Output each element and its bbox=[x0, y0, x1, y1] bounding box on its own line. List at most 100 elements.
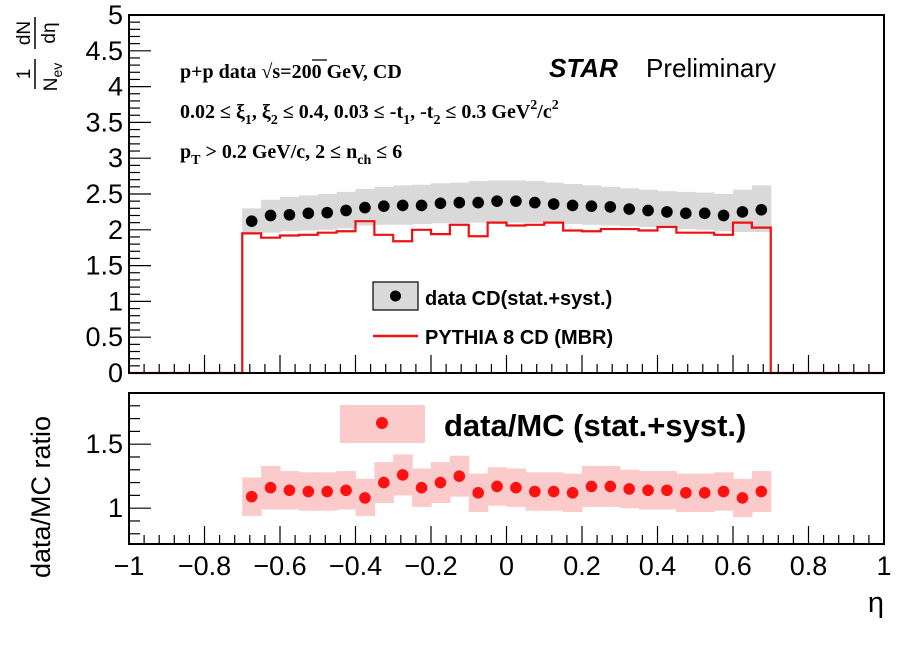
data-point bbox=[396, 199, 409, 212]
y-tick-label: 3 bbox=[108, 143, 123, 173]
data-point bbox=[245, 215, 258, 228]
ratio-point bbox=[245, 490, 258, 503]
ratio-point bbox=[585, 480, 598, 493]
preliminary-label: Preliminary bbox=[646, 53, 776, 83]
bottom-y-axis-label: data/MC ratio bbox=[26, 416, 56, 578]
x-tick-label: 0.4 bbox=[639, 551, 677, 581]
legend-data-label: data CD(stat.+syst.) bbox=[425, 288, 612, 310]
data-point bbox=[415, 199, 428, 212]
legend-ratio-label: data/MC (stat.+syst.) bbox=[444, 408, 746, 443]
data-point bbox=[321, 206, 333, 219]
y-tick-label: 5 bbox=[108, 0, 123, 30]
ratio-point bbox=[340, 484, 352, 497]
pythia-step-line bbox=[129, 220, 884, 375]
ratio-point bbox=[566, 487, 579, 499]
y-tick-label: 1 bbox=[108, 286, 123, 316]
data-point bbox=[264, 209, 277, 222]
legend-data-marker bbox=[390, 290, 401, 302]
top-y-ticks: 0 0.5 1 1.5 2 2.5 3 3.5 4 4.5 5 bbox=[85, 0, 151, 388]
ylabel-ev: ev bbox=[49, 63, 65, 78]
ratio-point bbox=[359, 492, 371, 504]
data-point bbox=[661, 206, 673, 218]
data-point bbox=[755, 203, 768, 216]
data-point bbox=[717, 209, 730, 222]
x-tick-label: 0.2 bbox=[563, 551, 601, 581]
top-x-ticks bbox=[128, 355, 885, 373]
y-tick-label: 4 bbox=[108, 72, 123, 102]
bottom-x-ticks: −1 −0.8 −0.6 −0.4 −0.2 0 0.2 0.4 0.6 0.8 1 bbox=[114, 526, 892, 581]
bottom-panel: 11.5 −1 −0.8 −0.6 −0.4 −0.2 0 0.2 0.4 0.6 0.8 1 da… bbox=[26, 392, 892, 619]
data-point bbox=[453, 196, 466, 209]
ratio-point bbox=[321, 485, 333, 498]
bottom-y-ticks: 11.5 bbox=[85, 405, 151, 535]
top-y-axis-label: 1 Nev dN dη bbox=[14, 17, 65, 91]
ratio-point bbox=[680, 487, 692, 499]
data-point bbox=[642, 204, 654, 217]
x-tick-label: −0.2 bbox=[404, 551, 457, 581]
annotation-dataset: p+p data √s=200 GeV, CD bbox=[180, 61, 402, 83]
y-tick-label: 3.5 bbox=[85, 107, 123, 137]
x-tick-label: 0.8 bbox=[790, 551, 828, 581]
data-point bbox=[698, 207, 711, 220]
ratio-point bbox=[755, 485, 768, 498]
x-tick-label: −0.8 bbox=[178, 551, 231, 581]
ylabel-dn: dN bbox=[14, 21, 35, 45]
ratio-point bbox=[529, 485, 541, 498]
ratio-point bbox=[510, 481, 522, 494]
annotation-selection: pT > 0.2 GeV/c, 2 ≤ nch ≤ 6 bbox=[180, 141, 402, 168]
x-tick-label: 0.6 bbox=[714, 551, 752, 581]
ratio-point bbox=[283, 484, 296, 497]
svg-text:Nev: Nev bbox=[41, 63, 65, 92]
top-legend: data CD(stat.+syst.) PYTHIA 8 CD (MBR) bbox=[372, 281, 613, 349]
ylabel-n: N bbox=[41, 78, 62, 92]
data-point bbox=[566, 199, 579, 212]
data-point bbox=[510, 195, 522, 207]
ratio-point bbox=[736, 492, 749, 504]
ratio-point bbox=[661, 484, 673, 497]
pythia-histogram bbox=[129, 220, 884, 375]
ratio-point bbox=[434, 476, 447, 489]
x-axis-label: η bbox=[868, 587, 884, 619]
data-point bbox=[472, 196, 484, 209]
ratio-syst-band bbox=[242, 454, 772, 518]
star-label: STAR bbox=[549, 53, 618, 83]
ratio-point bbox=[453, 470, 466, 482]
ratio-point bbox=[604, 480, 617, 493]
data-point bbox=[283, 208, 296, 221]
bottom-legend: data/MC (stat.+syst.) bbox=[340, 405, 746, 443]
y-tick-label: 0 bbox=[108, 358, 123, 388]
y-tick-label: 2.5 bbox=[85, 179, 123, 209]
data-points-top bbox=[245, 195, 768, 228]
ratio-point bbox=[378, 476, 390, 489]
ratio-point bbox=[491, 480, 503, 493]
legend-ratio-marker bbox=[376, 417, 388, 429]
x-tick-label: 0 bbox=[499, 551, 514, 581]
ratio-point bbox=[472, 487, 484, 499]
ratio-point bbox=[396, 469, 409, 481]
data-point bbox=[302, 207, 315, 220]
data-point bbox=[623, 203, 635, 215]
y-tick-label: 0.5 bbox=[85, 322, 123, 352]
annotation-cuts: 0.02 ≤ ξ1, ξ2 ≤ 0.4, 0.03 ≤ -t1, -t2 ≤ 0… bbox=[180, 98, 559, 128]
x-tick-label: −0.4 bbox=[329, 551, 382, 581]
x-tick-label: −0.6 bbox=[253, 551, 306, 581]
data-point bbox=[340, 204, 352, 217]
data-point bbox=[529, 196, 541, 209]
y-tick-label: 2 bbox=[108, 215, 123, 245]
y-tick-label: 4.5 bbox=[85, 36, 123, 66]
ratio-point bbox=[302, 485, 315, 498]
data-point bbox=[434, 197, 447, 210]
ylabel-one: 1 bbox=[14, 69, 35, 80]
x-tick-label: 1 bbox=[876, 551, 891, 581]
data-point bbox=[378, 200, 390, 212]
data-point bbox=[680, 207, 692, 220]
data-point bbox=[359, 201, 371, 214]
data-point bbox=[547, 198, 560, 210]
ratio-point bbox=[642, 484, 654, 497]
y-tick-label: 1 bbox=[108, 493, 123, 523]
ratio-point bbox=[547, 485, 560, 498]
top-panel: 0 0.5 1 1.5 2 2.5 3 3.5 4 4.5 5 1 Nev dN dη p+p da… bbox=[14, 0, 885, 388]
data-point bbox=[585, 200, 598, 212]
data-point bbox=[604, 201, 617, 213]
